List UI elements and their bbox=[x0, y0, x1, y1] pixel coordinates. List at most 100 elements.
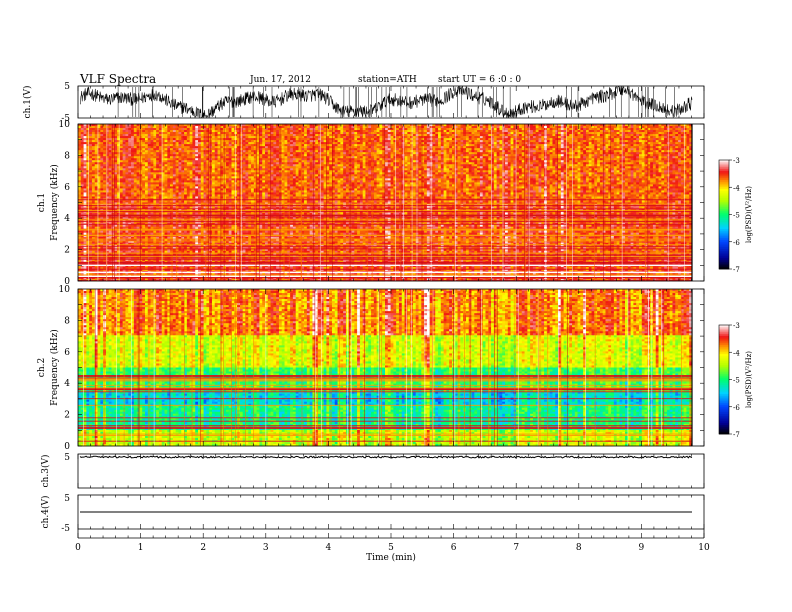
ch1-spectrogram-cell bbox=[133, 162, 137, 165]
ch1-spectrogram-cell bbox=[412, 124, 416, 127]
ch1-spectrogram-cell bbox=[454, 134, 458, 137]
ch1-spectrogram-cell bbox=[318, 156, 322, 159]
ch1-spectrogram-cell bbox=[672, 138, 676, 141]
ch1-spectrogram-cell bbox=[426, 158, 430, 161]
ch1-spectrogram-cell bbox=[94, 130, 98, 133]
ch1-spectrogram-cell bbox=[599, 150, 603, 153]
ch1-spectrogram-cell bbox=[569, 150, 573, 153]
ch1-spectrogram-cell bbox=[276, 150, 280, 153]
ch1-spectrogram-cell bbox=[555, 126, 559, 129]
ch1-spectrogram-cell bbox=[170, 156, 174, 159]
ch1-spectrogram-cell bbox=[488, 132, 492, 135]
ch1-spectrogram-cell bbox=[337, 166, 341, 169]
ch1-spectrogram-cell bbox=[599, 128, 603, 131]
ch1-spectrogram-cell bbox=[108, 126, 112, 129]
ch1-spectrogram-cell bbox=[267, 164, 271, 167]
ch1-spectrogram-cell bbox=[496, 144, 500, 147]
ch1-spectrogram-cell bbox=[449, 158, 453, 161]
ch1-spectrogram-cell bbox=[636, 152, 640, 155]
ch1-spectrogram-cell bbox=[147, 144, 151, 147]
ch1-spectrogram-cell bbox=[354, 162, 358, 165]
ch1-spectrogram-cell bbox=[569, 130, 573, 133]
ch1-spectrogram-cell bbox=[309, 146, 313, 149]
ch1-spectrogram-cell bbox=[611, 140, 615, 143]
ch1-spectrogram-cell bbox=[228, 138, 232, 141]
ch1-spectrogram-cell bbox=[259, 126, 263, 129]
ch1-spectrogram-cell bbox=[661, 148, 665, 151]
ch1-spectrogram-cell bbox=[585, 138, 590, 141]
ch1-spectrogram-cell bbox=[89, 162, 93, 165]
ch1-spectrogram-cell bbox=[181, 124, 185, 127]
ch1-spectrogram-cell bbox=[477, 126, 481, 129]
ch1-spectrogram-cell bbox=[566, 142, 570, 145]
ch1-spectrogram-cell bbox=[198, 148, 202, 151]
ch1-spectrogram-cell bbox=[647, 142, 651, 145]
ch1-spectrogram-cell bbox=[97, 138, 101, 141]
ch1-spectrogram-cell bbox=[530, 130, 534, 133]
ch1-spectrogram-cell bbox=[211, 138, 216, 141]
ch1-spectrogram-cell bbox=[142, 158, 146, 161]
ch1-spectrogram-cell bbox=[591, 136, 595, 139]
ch1-spectrogram-cell bbox=[184, 160, 188, 163]
ch1-spectrogram-cell bbox=[198, 164, 202, 167]
ch1-spectrogram-cell bbox=[393, 146, 397, 149]
ch1-spectrogram-cell bbox=[641, 160, 645, 163]
ch1-spectrogram-cell bbox=[161, 146, 165, 149]
ch1-spectrogram-cell bbox=[200, 140, 204, 143]
ch1-spectrogram-cell bbox=[156, 140, 160, 143]
ch1-spectrogram-cell bbox=[616, 144, 620, 147]
ch1-spectrogram-cell bbox=[664, 150, 668, 153]
ch1-spectrogram-cell bbox=[376, 146, 380, 149]
ch1-spectrogram-cell bbox=[220, 146, 224, 149]
ch1-spectrogram-cell bbox=[337, 160, 341, 163]
ch1-spectrogram-cell bbox=[510, 156, 517, 159]
ch1-spectrogram-cell bbox=[468, 130, 472, 133]
ch1-spectrogram-cell bbox=[175, 124, 179, 127]
ch1-spectrogram-cell bbox=[144, 146, 149, 149]
ch1-spectrogram-cell bbox=[214, 142, 218, 145]
ch1-spectrogram-cell bbox=[686, 150, 690, 153]
ch1-spectrogram-cell bbox=[315, 144, 319, 147]
ch1-spectrogram-cell bbox=[200, 136, 204, 139]
ch1-spectrogram-cell bbox=[449, 134, 453, 137]
ch1-spectrogram-cell bbox=[555, 138, 559, 141]
ch1-spectrogram-cell bbox=[560, 166, 564, 169]
ch1-spectrogram-cell bbox=[493, 148, 497, 151]
ch1-spectrogram-cell bbox=[563, 124, 567, 127]
ch1-spectrogram-cell bbox=[424, 154, 428, 157]
ch1-spectrogram-cell bbox=[658, 154, 662, 157]
ch1-spectrogram-cell bbox=[569, 140, 573, 143]
ch1-spectrogram-cell bbox=[563, 146, 567, 149]
ch1-spectrogram-cell bbox=[580, 166, 584, 169]
ch1-spectrogram-cell bbox=[125, 166, 129, 169]
ch1-spectrogram-cell bbox=[172, 150, 176, 153]
ch1-spectrogram-cell bbox=[178, 128, 182, 131]
ch1-spectrogram-cell bbox=[594, 136, 598, 139]
ch1-spectrogram-cell bbox=[287, 158, 291, 161]
ch1-spectrogram-cell bbox=[86, 154, 90, 157]
ch1-spectrogram-cell bbox=[234, 164, 238, 167]
ch1-spectrogram-cell bbox=[577, 144, 581, 147]
ch1-spectrogram-cell bbox=[83, 150, 87, 153]
ch1-spectrogram-cell bbox=[150, 166, 154, 169]
ch1-spectrogram-cell bbox=[214, 152, 218, 155]
ch1-spectrogram-cell bbox=[248, 146, 252, 149]
ch1-spectrogram-cell bbox=[237, 136, 241, 139]
ch1-spectrogram-cell bbox=[264, 130, 269, 133]
ch1-spectrogram-cell bbox=[435, 148, 439, 151]
ch1-spectrogram-cell bbox=[460, 130, 464, 133]
ch1-spectrogram-cell bbox=[234, 160, 238, 163]
ch1-spectrogram-cell bbox=[630, 136, 634, 139]
ch1-spectrogram-cell bbox=[119, 154, 123, 157]
ch1-spectrogram-cell bbox=[178, 124, 182, 127]
ch1-spectrogram-cell bbox=[446, 134, 450, 137]
ch1-spectrogram-cell bbox=[446, 166, 450, 169]
ch1-spectrogram-cell bbox=[599, 140, 603, 143]
ch1-spectrogram-cell bbox=[432, 162, 436, 165]
ch1-spectrogram-cell bbox=[354, 146, 358, 149]
ch1-spectrogram-cell bbox=[323, 128, 327, 131]
ch1-spectrogram-cell bbox=[164, 130, 168, 133]
ch1-spectrogram-cell bbox=[340, 128, 344, 131]
ch1-spectrogram-cell bbox=[485, 162, 489, 165]
ch1-spectrogram-cell bbox=[387, 132, 391, 135]
